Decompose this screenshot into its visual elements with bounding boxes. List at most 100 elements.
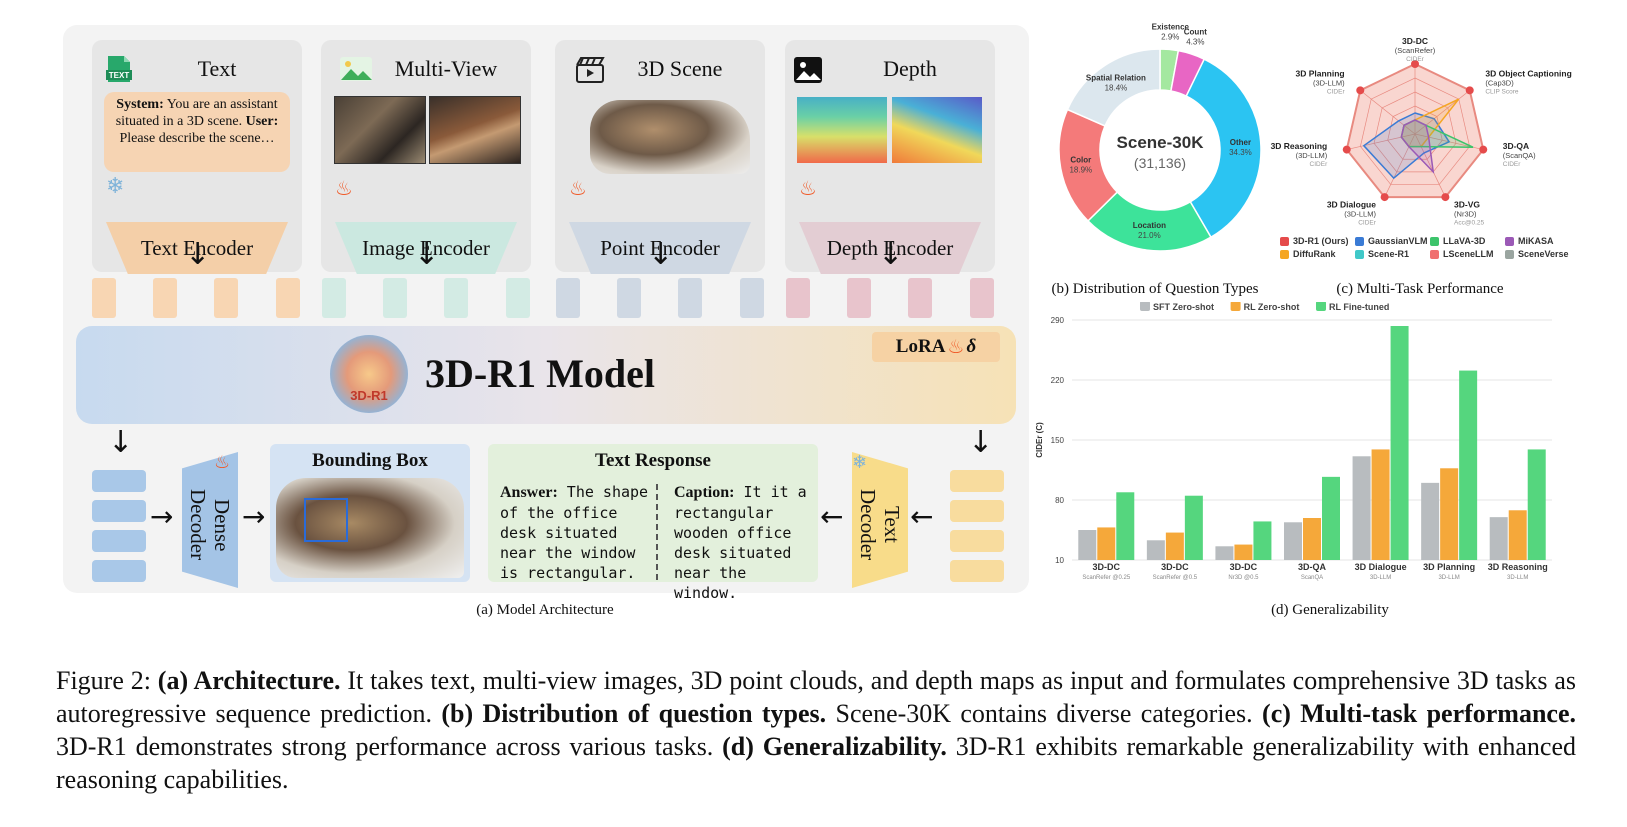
legend-label: RL Zero-shot [1244, 302, 1300, 312]
legend-swatch [1355, 236, 1364, 246]
radar-axis-sub: (ScanRefer) [1395, 46, 1436, 55]
snowflake-icon: ❄ [106, 174, 125, 199]
arrow-down-icon: ↓ [414, 237, 440, 272]
input-token [444, 278, 468, 318]
input-token [908, 278, 932, 318]
radar-legend-item: LLaVA-3D [1430, 236, 1485, 246]
input-token [506, 278, 530, 318]
multiview-image-1 [334, 96, 426, 164]
donut-segment-value: 21.0% [1138, 231, 1161, 240]
text-encoder: Text Encoder [106, 222, 288, 274]
y-tick-label: 220 [1051, 376, 1065, 385]
clapperboard-icon [575, 56, 605, 90]
bar [1234, 544, 1253, 560]
output-token [92, 560, 146, 582]
bar [1116, 492, 1135, 560]
legend-label: SFT Zero-shot [1153, 302, 1214, 312]
arrow-left-icon: ← [820, 500, 844, 533]
scene-module-title: 3D Scene [637, 56, 723, 81]
arrow-down-icon: ↓ [968, 425, 994, 460]
x-tick-sublabel: ScanRefer @0.25 [1082, 575, 1130, 581]
x-tick-sublabel: 3D-LLM [1438, 575, 1459, 581]
radar-point [1479, 145, 1488, 154]
legend-label: GaussianVLM [1368, 236, 1428, 246]
picture-icon [793, 56, 823, 90]
bar [1184, 495, 1203, 560]
x-tick-sublabel: ScanRefer @0.5 [1153, 575, 1198, 581]
radar-legend-item: MiKASA [1505, 236, 1554, 246]
input-token [617, 278, 641, 318]
output-token [950, 500, 1004, 522]
radar-axis-sub: (3D-LLM) [1313, 78, 1345, 87]
fire-icon: ♨ [569, 176, 587, 200]
x-tick-label: 3D Planning [1423, 562, 1475, 572]
input-token [214, 278, 238, 318]
text-module-title: Text [197, 56, 237, 81]
multiview-image-2 [429, 96, 521, 164]
input-token [276, 278, 300, 318]
legend-swatch [1316, 302, 1326, 311]
donut-segment-value: 2.9% [1161, 32, 1179, 41]
y-tick-label: 80 [1055, 496, 1064, 505]
text-decoder [852, 452, 908, 588]
fire-icon: ♨ [214, 452, 231, 473]
donut-segment-value: 18.9% [1069, 166, 1092, 175]
radar-axis-label: 3D Planning [1296, 68, 1345, 78]
radar-axis-label: 3D-QA [1503, 141, 1529, 151]
dense-decoder-label: Dense Decoder [186, 489, 234, 561]
arrow-down-icon: ↓ [108, 425, 134, 460]
radar-axis-metric: CLIP Score [1485, 88, 1519, 95]
bar [1078, 530, 1097, 560]
input-token [970, 278, 994, 318]
arrow-down-icon: ↓ [648, 237, 674, 272]
radar-axis-label: 3D Object Captioning [1485, 68, 1571, 78]
y-tick-label: 150 [1051, 436, 1065, 445]
legend-label: DiffuRank [1293, 249, 1336, 259]
output-token [950, 560, 1004, 582]
donut-segment-label: Count [1184, 28, 1207, 37]
legend-swatch [1505, 236, 1514, 246]
output-token [950, 470, 1004, 492]
bar [1390, 326, 1409, 560]
donut-segment-label: Other [1230, 138, 1251, 147]
bar [1253, 521, 1272, 560]
input-token [556, 278, 580, 318]
radar-axis [1384, 133, 1416, 198]
x-tick-sublabel: ScanQA [1301, 575, 1323, 581]
depth-encoder: Depth Encoder [799, 222, 981, 274]
donut-center-count: (31,136) [1134, 155, 1186, 171]
radar-axis [1346, 133, 1416, 150]
legend-swatch [1505, 249, 1514, 259]
image-encoder: Image Encoder [335, 222, 517, 274]
input-token [847, 278, 871, 318]
output-token [92, 500, 146, 522]
radar-axis-sub: (3D-LLM) [1296, 151, 1328, 160]
radar-axis-label: 3D Reasoning [1271, 141, 1328, 151]
radar-axis-metric: CIDEr [1503, 161, 1522, 168]
x-tick-sublabel: 3D-LLM [1370, 575, 1391, 581]
donut-segment-value: 34.3% [1229, 148, 1252, 157]
radar-axis [1414, 90, 1470, 135]
text-decoder-label: Text Decoder [856, 489, 904, 561]
output-token [92, 470, 146, 492]
radar-axis-sub: (Cap3D) [1485, 78, 1514, 87]
scene-module: 3D Scene ♨ Point Encoder [555, 40, 765, 274]
dense-decoder [182, 452, 238, 588]
x-tick-sublabel: 3D-LLM [1507, 575, 1528, 581]
radar-axis-label: 3D-VG [1454, 199, 1480, 209]
donut-segment [1185, 58, 1262, 239]
radar-axis-metric: CIDEr [1310, 161, 1329, 168]
text-icon-label: TEXT [109, 71, 130, 80]
y-tick-label: 10 [1055, 556, 1064, 565]
x-tick-label: 3D-DC [1230, 562, 1258, 572]
bar [1284, 522, 1302, 560]
radar-series [1400, 119, 1435, 175]
radar-axis [1360, 90, 1416, 135]
legend-swatch [1140, 302, 1150, 311]
radar-axis-sub: (3D-LLM) [1344, 209, 1376, 218]
bar [1352, 456, 1371, 560]
fire-icon: ♨ [947, 336, 965, 358]
bar [1527, 449, 1546, 560]
bar [1097, 527, 1116, 560]
input-token [740, 278, 764, 318]
